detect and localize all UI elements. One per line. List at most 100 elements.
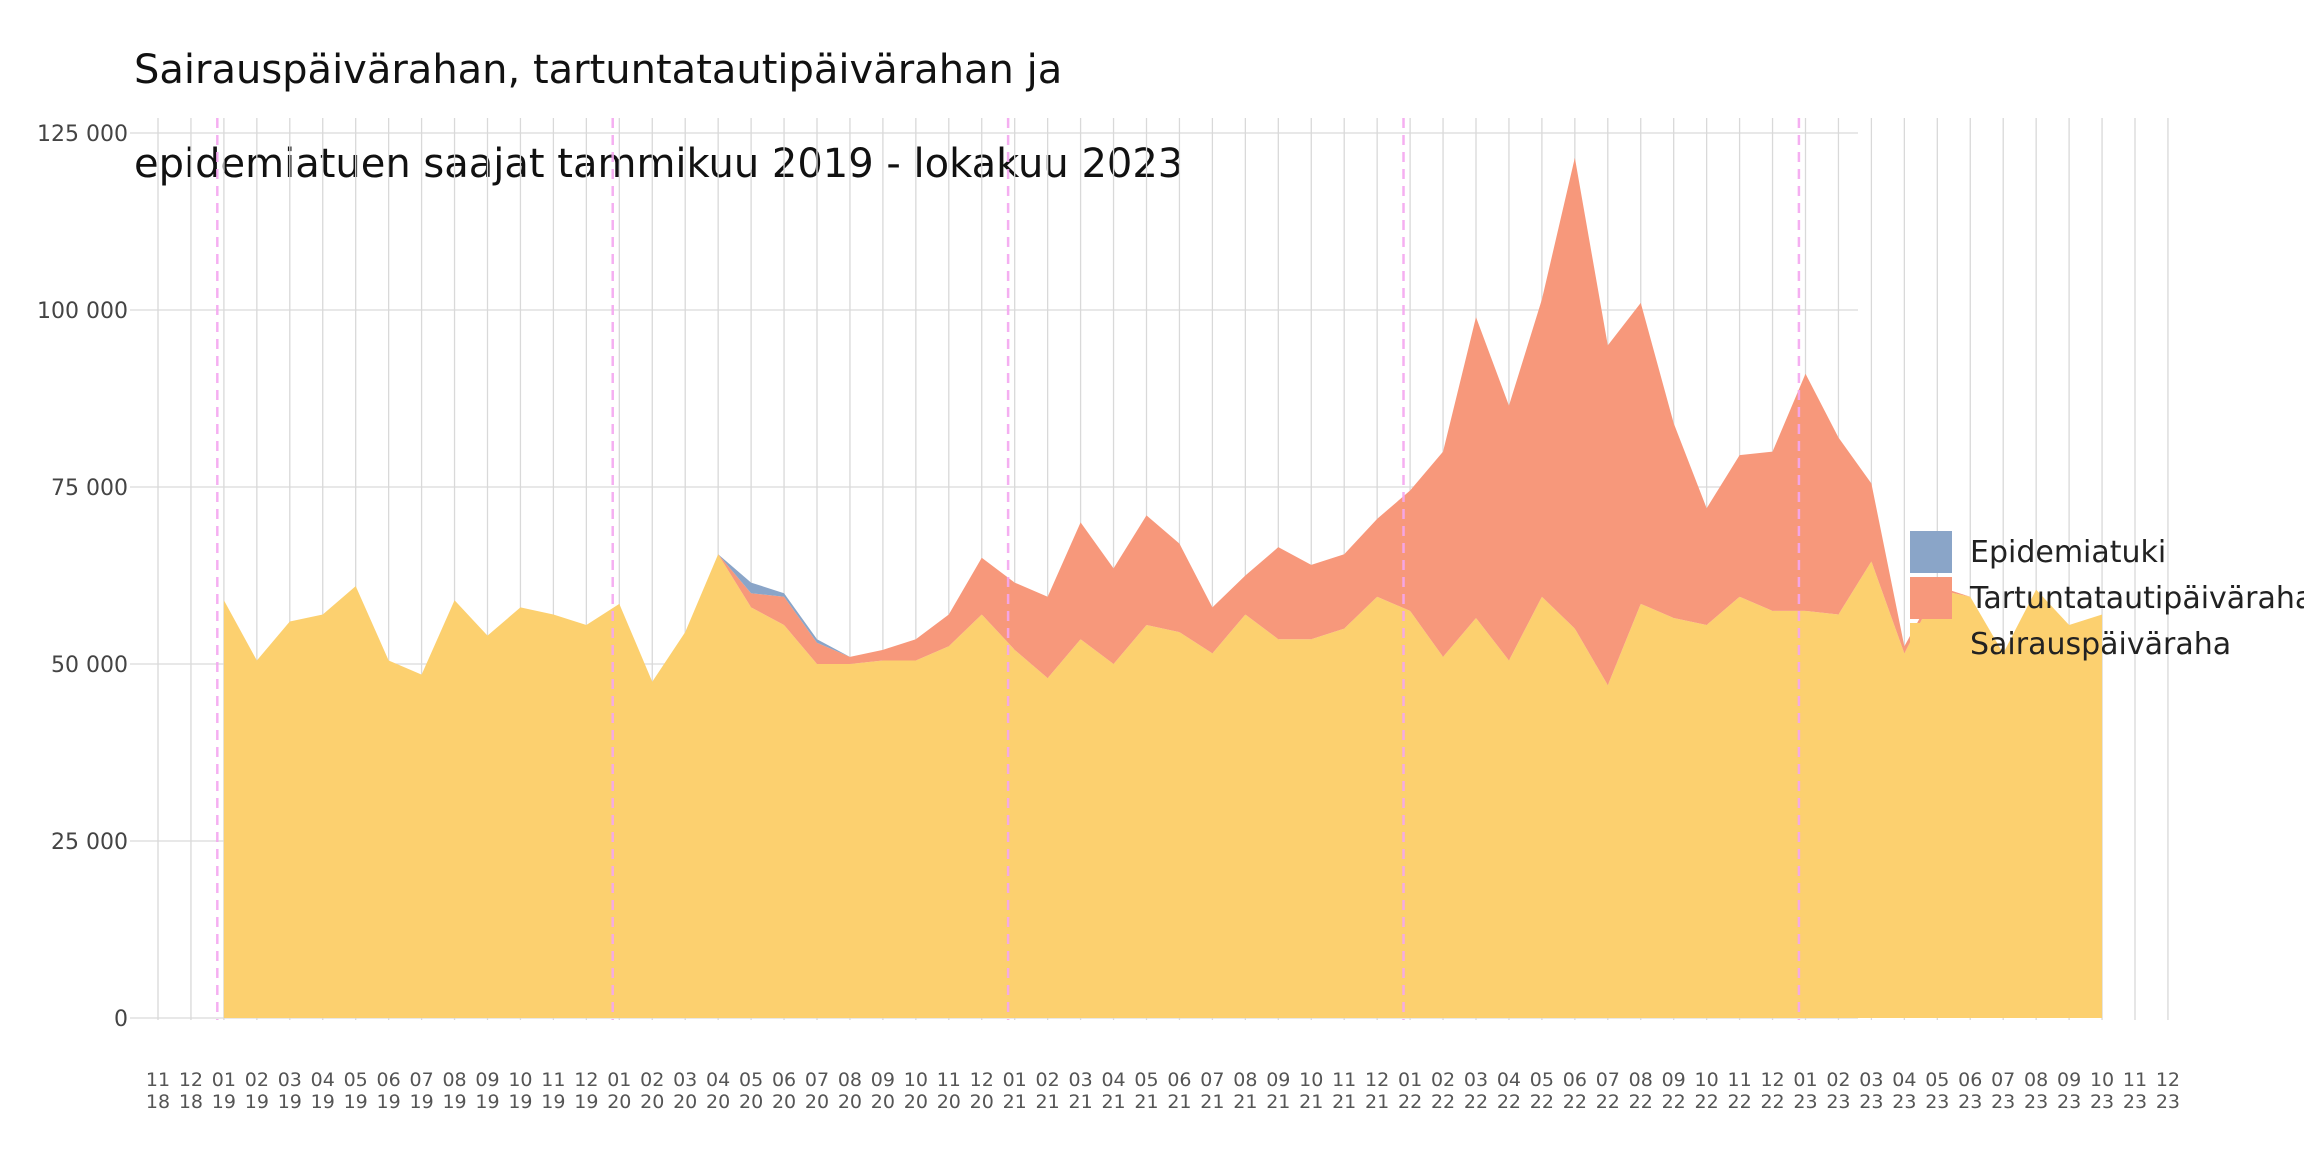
x-tick-month-label: 07 <box>1200 1069 1224 1091</box>
x-tick-month-label: 03 <box>1859 1069 1883 1091</box>
x-tick-month-label: 05 <box>1925 1069 1949 1091</box>
x-tick-year-label: 22 <box>1695 1091 1719 1113</box>
x-tick-month-label: 09 <box>871 1069 895 1091</box>
x-tick-year-label: 18 <box>179 1091 203 1113</box>
x-tick-year-label: 22 <box>1563 1091 1587 1113</box>
x-tick-month-label: 05 <box>1134 1069 1158 1091</box>
x-tick-year-label: 22 <box>1596 1091 1620 1113</box>
x-tick-year-label: 23 <box>2090 1091 2114 1113</box>
x-tick-year-label: 20 <box>673 1091 697 1113</box>
x-tick-year-label: 23 <box>1859 1091 1883 1113</box>
legend-swatch-sairausp-iv-raha <box>1910 623 1952 665</box>
x-tick-year-label: 22 <box>1497 1091 1521 1113</box>
x-tick-year-label: 20 <box>904 1091 928 1113</box>
x-tick-month-label: 12 <box>970 1069 994 1091</box>
legend-label-tartuntatautip-iv-raha: Tartuntatautipäiväraha <box>1969 581 2304 616</box>
x-tick-year-label: 20 <box>607 1091 631 1113</box>
x-tick-month-label: 05 <box>344 1069 368 1091</box>
x-tick-month-label: 01 <box>1003 1069 1027 1091</box>
x-tick-month-label: 02 <box>1036 1069 1060 1091</box>
x-tick-month-label: 06 <box>377 1069 401 1091</box>
x-tick-year-label: 21 <box>1200 1091 1224 1113</box>
x-tick-year-label: 23 <box>1958 1091 1982 1113</box>
x-tick-month-label: 10 <box>904 1069 928 1091</box>
x-tick-month-label: 09 <box>1266 1069 1290 1091</box>
x-tick-year-label: 19 <box>344 1091 368 1113</box>
x-tick-month-label: 07 <box>1596 1069 1620 1091</box>
x-tick-month-label: 11 <box>541 1069 565 1091</box>
area-tartuntatautip-iv-raha <box>223 157 2103 686</box>
x-tick-month-label: 02 <box>1431 1069 1455 1091</box>
x-tick-year-label: 19 <box>508 1091 532 1113</box>
x-tick-month-label: 03 <box>673 1069 697 1091</box>
x-tick-month-label: 03 <box>1069 1069 1093 1091</box>
x-tick-year-label: 20 <box>838 1091 862 1113</box>
y-tick-label: 50 000 <box>51 653 128 678</box>
x-tick-year-label: 23 <box>1991 1091 2015 1113</box>
x-tick-month-label: 12 <box>2156 1069 2180 1091</box>
x-tick-month-label: 12 <box>179 1069 203 1091</box>
x-tick-year-label: 23 <box>2156 1091 2180 1113</box>
x-tick-year-label: 19 <box>278 1091 302 1113</box>
x-tick-year-label: 19 <box>245 1091 269 1113</box>
x-tick-month-label: 10 <box>508 1069 532 1091</box>
area-sairausp-iv-raha <box>223 554 2103 1018</box>
x-tick-month-label: 05 <box>1530 1069 1554 1091</box>
x-tick-year-label: 19 <box>475 1091 499 1113</box>
chart-title-line-2: epidemiatuen saajat tammikuu 2019 - loka… <box>134 141 1184 187</box>
legend: Epidemiatuki Tartuntatautipäiväraha Sairau… <box>1910 531 2304 665</box>
y-tick-label: 125 000 <box>37 122 128 147</box>
x-tick-month-label: 09 <box>2057 1069 2081 1091</box>
x-tick-month-label: 01 <box>607 1069 631 1091</box>
x-tick-month-label: 01 <box>1793 1069 1817 1091</box>
x-tick-year-label: 21 <box>1365 1091 1389 1113</box>
x-tick-year-label: 22 <box>1662 1091 1686 1113</box>
x-tick-month-label: 01 <box>212 1069 236 1091</box>
x-tick-month-label: 08 <box>1233 1069 1257 1091</box>
x-tick-year-label: 20 <box>706 1091 730 1113</box>
x-tick-month-label: 08 <box>838 1069 862 1091</box>
chart-title: Sairauspäivärahan, tartuntatautipäivärah… <box>134 0 1834 235</box>
x-tick-month-label: 06 <box>1563 1069 1587 1091</box>
x-tick-year-label: 21 <box>1069 1091 1093 1113</box>
x-tick-month-label: 12 <box>1365 1069 1389 1091</box>
legend-swatch-epidemiatuki <box>1910 531 1952 573</box>
x-tick-month-label: 02 <box>640 1069 664 1091</box>
x-tick-year-label: 23 <box>1793 1091 1817 1113</box>
x-tick-month-label: 11 <box>2123 1069 2147 1091</box>
x-tick-year-label: 22 <box>1464 1091 1488 1113</box>
legend-label-epidemiatuki: Epidemiatuki <box>1970 535 2166 570</box>
x-tick-month-label: 09 <box>475 1069 499 1091</box>
x-tick-year-label: 19 <box>212 1091 236 1113</box>
area-layer <box>223 157 2103 1018</box>
x-tick-year-label: 20 <box>739 1091 763 1113</box>
x-tick-year-label: 20 <box>772 1091 796 1113</box>
x-tick-month-label: 05 <box>739 1069 763 1091</box>
x-tick-month-label: 11 <box>937 1069 961 1091</box>
x-tick-year-label: 22 <box>1398 1091 1422 1113</box>
x-tick-year-label: 21 <box>1134 1091 1158 1113</box>
x-tick-month-label: 10 <box>1299 1069 1323 1091</box>
y-tick-label: 100 000 <box>37 299 128 324</box>
x-tick-year-label: 22 <box>1760 1091 1784 1113</box>
x-tick-year-label: 20 <box>640 1091 664 1113</box>
legend-label-sairausp-iv-raha: Sairauspäiväraha <box>1970 627 2231 662</box>
x-tick-month-label: 03 <box>278 1069 302 1091</box>
x-tick-year-label: 19 <box>574 1091 598 1113</box>
x-tick-month-label: 01 <box>1398 1069 1422 1091</box>
x-tick-year-label: 19 <box>541 1091 565 1113</box>
x-tick-year-label: 19 <box>377 1091 401 1113</box>
x-tick-month-label: 07 <box>1991 1069 2015 1091</box>
x-tick-month-label: 08 <box>2024 1069 2048 1091</box>
x-tick-year-label: 19 <box>410 1091 434 1113</box>
x-tick-year-label: 23 <box>1892 1091 1916 1113</box>
x-tick-year-label: 21 <box>1167 1091 1191 1113</box>
x-tick-year-label: 21 <box>1233 1091 1257 1113</box>
x-tick-year-label: 23 <box>2024 1091 2048 1113</box>
x-tick-month-label: 10 <box>1695 1069 1719 1091</box>
x-tick-month-label: 11 <box>1332 1069 1356 1091</box>
x-tick-month-label: 11 <box>146 1069 170 1091</box>
x-tick-year-label: 21 <box>1299 1091 1323 1113</box>
